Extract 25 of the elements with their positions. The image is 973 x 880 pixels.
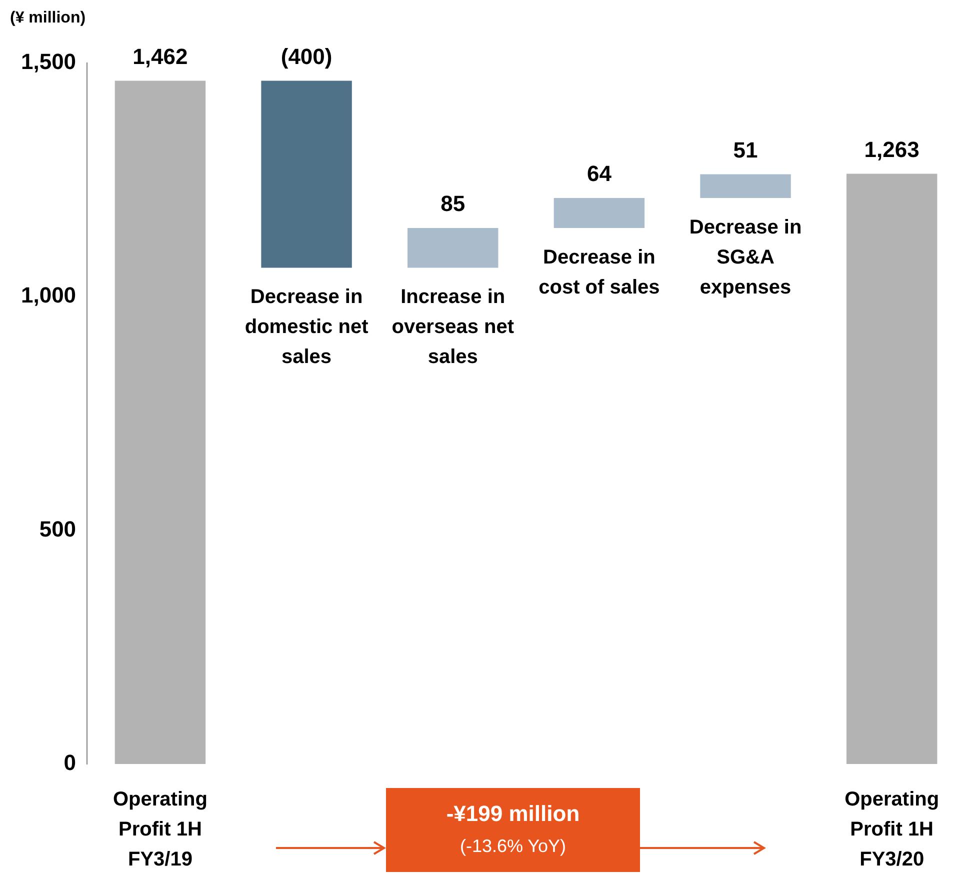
x-tick-label: Decrease in cost of sales	[538, 246, 660, 298]
data-label: 51	[733, 137, 758, 162]
bar	[261, 80, 352, 268]
x-tick-label: Decrease in domestic net sales	[244, 286, 369, 368]
data-label: (400)	[280, 44, 332, 69]
x-tick-label: Operating Profit 1H FY3/20	[844, 788, 940, 871]
data-label: 1,462	[132, 44, 188, 69]
data-label: 85	[440, 191, 466, 216]
data-label: 64	[586, 161, 612, 186]
y-axis-title: (¥ million)	[10, 9, 86, 26]
bar	[114, 80, 206, 764]
x-tick-label: Decrease in SG&A expenses	[689, 216, 802, 299]
y-tick-label: 1,500	[20, 49, 76, 74]
bar	[554, 198, 645, 228]
bar	[408, 228, 498, 268]
x-tick-label: Increase in overseas net sales	[392, 286, 514, 368]
y-tick-label: 500	[39, 516, 76, 542]
bar	[846, 174, 938, 764]
x-tick-label: Operating Profit 1H FY3/19	[112, 788, 208, 871]
y-tick-label: 0	[64, 750, 76, 776]
bar	[700, 174, 791, 198]
y-tick-label: 1,000	[20, 282, 76, 308]
text: (-13.6% YoY)	[458, 835, 568, 858]
text: -¥199 million	[445, 800, 581, 828]
data-label: 1,263	[864, 136, 920, 162]
